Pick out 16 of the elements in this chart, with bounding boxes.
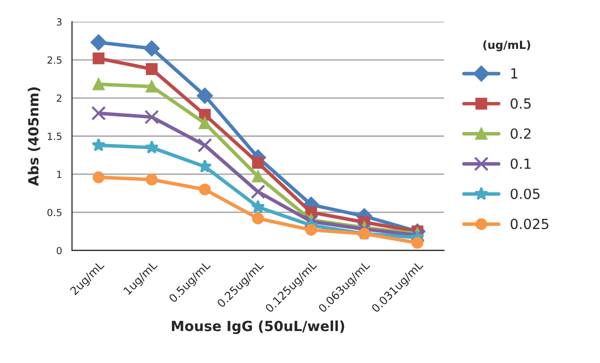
- y-tick-label: 0: [56, 246, 62, 254]
- legend-title: (ug/mL): [483, 40, 530, 52]
- legend-label: 0.1: [510, 158, 531, 169]
- legend-label: 0.2: [510, 128, 530, 139]
- y-tick-label: 2.5: [48, 56, 62, 64]
- legend-label: 1: [511, 68, 518, 78]
- y-tick-label: 3: [56, 18, 62, 26]
- legend-label: 0.025: [510, 218, 548, 230]
- legend-label: 0.05: [510, 188, 540, 200]
- y-tick-label: 0.5: [47, 208, 62, 216]
- x-axis-title: Mouse IgG (50uL/well): [172, 320, 344, 334]
- y-axis-title: Abs (405nm): [28, 87, 40, 186]
- y-tick-label: 1: [57, 170, 62, 178]
- y-tick-label: 1.5: [48, 132, 62, 140]
- legend-label: 0.5: [510, 98, 531, 109]
- y-tick-label: 2: [56, 94, 62, 102]
